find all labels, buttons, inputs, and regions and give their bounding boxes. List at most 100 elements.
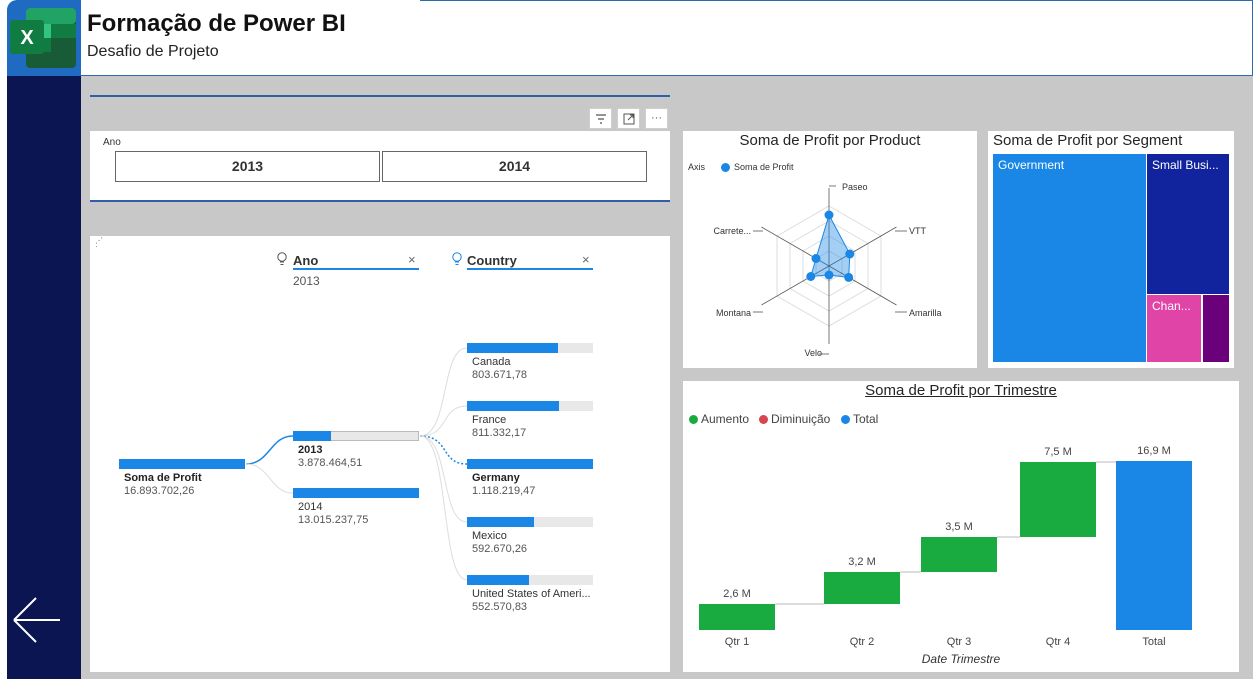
waterfall-x-axis-title: Date Trimestre <box>921 652 1001 666</box>
country-node-0-label: Canada <box>472 356 511 368</box>
waterfall-x-tick-label: Total <box>1142 636 1165 648</box>
radar-axis-label: Velo <box>804 348 822 358</box>
waterfall-bar[interactable] <box>699 604 775 630</box>
year-node-2014-value: 13.015.237,75 <box>298 514 369 526</box>
waterfall-plot: 2,6 M Qtr 1 3,2 M Qtr 2 3,5 M Qtr 3 7,5 M Qtr 4… <box>699 445 1192 648</box>
country-node-1-label: France <box>472 414 507 426</box>
remove-level-ano-icon[interactable]: × <box>408 252 416 267</box>
waterfall-x-tick-label: Qtr 2 <box>850 636 874 648</box>
sidebar <box>7 76 81 679</box>
waterfall-x-tick-label: Qtr 4 <box>1046 636 1070 648</box>
radar-axis-label: VTT <box>909 226 927 236</box>
country-node-4-value: 552.570,83 <box>472 601 528 613</box>
radar-legend-series[interactable]: Soma de Profit <box>734 162 794 172</box>
radar-point[interactable] <box>845 249 855 259</box>
root-label: Soma de Profit <box>124 472 202 484</box>
radar-axis-label: Montana <box>716 308 751 318</box>
waterfall-title: Soma de Profit por Trimestre <box>865 382 1057 399</box>
waterfall-data-label: 3,5 M <box>945 521 973 533</box>
level-header-country: Country <box>467 253 517 268</box>
radar-point[interactable] <box>824 210 834 220</box>
legend-dot-increase <box>689 415 698 424</box>
year-node-2013-value: 3.878.464,51 <box>298 457 363 469</box>
treemap-tile-channel[interactable]: Chan... <box>1147 295 1201 362</box>
legend-item-total[interactable]: Total <box>841 412 878 426</box>
svg-text:X: X <box>20 27 34 49</box>
slicer-option-2014[interactable]: 2014 <box>382 151 647 182</box>
more-options-icon[interactable]: ··· <box>645 108 668 129</box>
radar-title: Soma de Profit por Product <box>739 132 921 149</box>
country-node-2-label: Germany <box>472 472 520 484</box>
slicer-title: Ano <box>103 137 121 148</box>
remove-level-country-icon[interactable]: × <box>582 252 590 267</box>
treemap-tile-government[interactable]: Government <box>993 154 1146 362</box>
waterfall-bar[interactable] <box>1116 461 1192 630</box>
level-underline-country <box>467 268 593 270</box>
waterfall-bar[interactable] <box>1020 462 1096 537</box>
year-node-2014-bar-fill[interactable] <box>293 488 419 498</box>
country-node-4-label: United States of Ameri... <box>472 588 591 600</box>
treemap-tile-label: Small Busi... <box>1152 158 1219 172</box>
root-bar[interactable] <box>119 459 245 469</box>
waterfall-data-label: 7,5 M <box>1044 446 1072 458</box>
country-node-1-bar-fill[interactable] <box>467 401 559 411</box>
country-node-0-value: 803.671,78 <box>472 369 528 381</box>
year-node-2013-bar-fill[interactable] <box>293 431 331 441</box>
radar-chart-visual <box>683 131 977 368</box>
radar-point[interactable] <box>806 272 816 281</box>
radar-axis-label: Amarilla <box>909 308 942 318</box>
level-selection-ano: 2013 <box>293 274 320 288</box>
waterfall-data-label: 3,2 M <box>848 556 876 568</box>
waterfall-x-tick-label: Qtr 3 <box>947 636 971 648</box>
radar-point[interactable] <box>824 270 834 280</box>
treemap-tile-other[interactable] <box>1203 295 1229 362</box>
radar-axis-line <box>828 265 897 306</box>
country-node-4-bar-track[interactable] <box>467 575 593 585</box>
lightbulb-icon <box>452 252 462 265</box>
radar-series-area <box>810 213 851 278</box>
country-node-0-bar-fill[interactable] <box>467 343 558 353</box>
country-node-1-value: 811.332,17 <box>472 427 527 439</box>
level-underline-ano <box>293 268 419 270</box>
level-header-ano: Ano <box>293 253 319 268</box>
treemap-tile-label: Government <box>998 158 1065 172</box>
year-node-2014-label: 2014 <box>298 501 323 513</box>
radar-point[interactable] <box>844 272 854 282</box>
country-node-4-bar-fill[interactable] <box>467 575 529 585</box>
country-node-3-label: Mexico <box>472 530 507 542</box>
radar-axis-label: Carrete... <box>713 226 751 236</box>
page-title: Formação de Power BI <box>87 10 346 37</box>
legend-item-aumento[interactable]: Aumento <box>689 412 749 426</box>
slicer-option-2013[interactable]: 2013 <box>115 151 380 182</box>
legend-label: Total <box>853 412 879 426</box>
root-value: 16.893.702,26 <box>124 485 195 497</box>
lightbulb-icon <box>277 252 287 265</box>
waterfall-bar[interactable] <box>824 572 900 604</box>
legend-label: Aumento <box>701 412 750 426</box>
radar-legend-axis: Axis <box>688 162 706 172</box>
waterfall-x-tick-label: Qtr 1 <box>725 636 749 648</box>
drag-handle-icon[interactable]: ⋰ · <box>95 236 103 251</box>
treemap-tile-small-business[interactable]: Small Busi... <box>1147 154 1229 294</box>
country-node-2-value: 1.118.219,47 <box>472 485 536 497</box>
slicer-top-border <box>90 95 670 97</box>
legend-dot-decrease <box>759 415 768 424</box>
country-node-2-bar-fill[interactable] <box>467 459 593 469</box>
tree-connectors <box>245 347 468 581</box>
focus-mode-icon[interactable] <box>617 108 640 129</box>
radar-axis-label: Paseo <box>842 182 868 192</box>
report-header <box>0 0 1253 76</box>
radar-legend-dot <box>721 163 730 172</box>
page-subtitle: Desafio de Projeto <box>87 43 219 60</box>
treemap-tile-label: Chan... <box>1152 299 1191 313</box>
legend-item-diminuicao[interactable]: Diminuição <box>759 412 830 426</box>
radar-point[interactable] <box>811 254 821 263</box>
filter-icon[interactable] <box>589 108 612 129</box>
country-node-3-bar-fill[interactable] <box>467 517 534 527</box>
waterfall-data-label: 2,6 M <box>723 588 751 600</box>
radar-axis-line <box>828 226 897 267</box>
arrow-left-icon[interactable] <box>10 594 64 648</box>
waterfall-bar[interactable] <box>921 537 997 572</box>
year-node-2013-label: 2013 <box>298 444 323 456</box>
country-node-3-value: 592.670,26 <box>472 543 528 555</box>
